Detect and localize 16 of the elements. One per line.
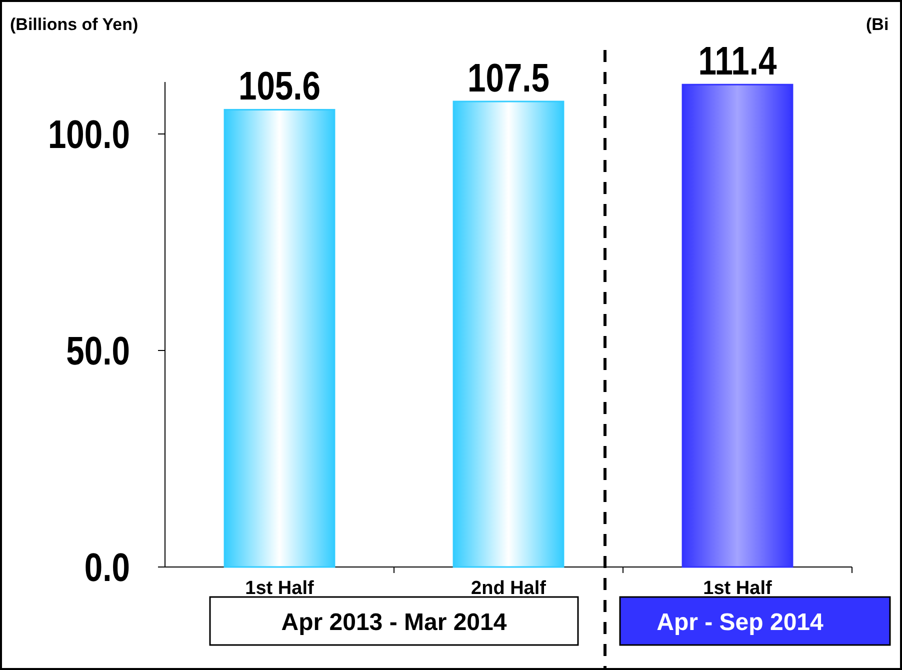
x-tick-label: 1st Half	[703, 578, 772, 599]
bar	[682, 84, 794, 568]
bar	[224, 108, 336, 568]
text: Apr - Sep 2014	[656, 609, 824, 636]
x-tick-label: 1st Half	[245, 578, 314, 599]
y-tick-label: 0.0	[84, 544, 130, 590]
y-tick-label: 100.0	[48, 112, 130, 157]
data-label: 105.6	[238, 64, 321, 108]
x-tick-label: 2nd Half	[471, 578, 547, 599]
data-label: 111.4	[698, 38, 778, 84]
text: (Bi	[866, 15, 889, 34]
y-axis-title: (Billions of Yen)	[10, 15, 138, 34]
text: Apr 2013 - Mar 2014	[281, 609, 508, 636]
y-tick-label: 50.0	[66, 328, 130, 374]
data-label: 107.5	[467, 55, 550, 100]
bar	[452, 100, 564, 568]
